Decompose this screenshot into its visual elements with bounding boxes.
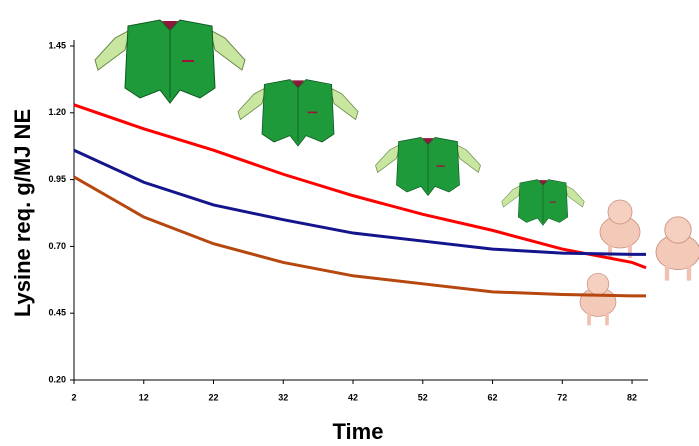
x-tick-label: 82 (627, 392, 637, 402)
y-tick-label: 1.20 (48, 107, 66, 117)
pig-image (655, 216, 699, 282)
y-tick-label: 0.95 (48, 174, 66, 184)
y-tick-label: 0.20 (48, 374, 66, 384)
y-tick-label: 1.45 (48, 40, 66, 50)
line-series (73, 148, 646, 256)
y-tick-label: 0.45 (48, 308, 66, 318)
y-tick-label: 0.70 (48, 241, 66, 251)
x-tick-label: 72 (557, 392, 567, 402)
x-tick-label: 32 (278, 392, 288, 402)
pig-image (599, 199, 641, 259)
line-series (73, 175, 646, 298)
pig-image (579, 272, 617, 326)
x-tick-label: 62 (488, 392, 498, 402)
jacket-image (94, 19, 246, 104)
line-series (73, 103, 647, 270)
jacket-image (237, 79, 359, 147)
x-tick-label: 42 (348, 392, 358, 402)
x-axis-title: Time (333, 419, 384, 444)
x-tick-label: 22 (209, 392, 219, 402)
x-tick-label: 12 (139, 392, 149, 402)
jacket-image (501, 179, 585, 226)
x-tick-label: 52 (418, 392, 428, 402)
x-tick-label: 2 (71, 392, 76, 402)
jacket-image (375, 137, 481, 196)
y-axis-title: Lysine req. g/MJ NE (10, 109, 35, 317)
